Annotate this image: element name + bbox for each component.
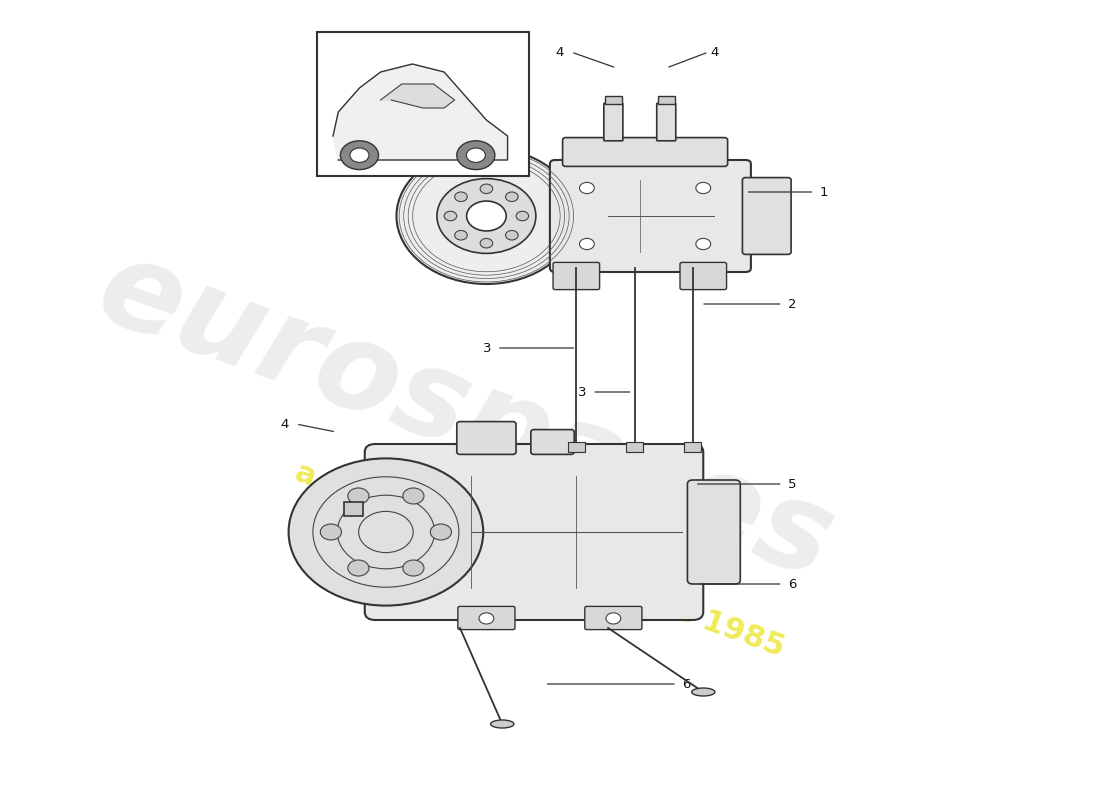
- Text: 4: 4: [711, 46, 719, 58]
- FancyBboxPatch shape: [458, 606, 515, 630]
- Ellipse shape: [692, 688, 715, 696]
- Bar: [626, 442, 644, 452]
- Circle shape: [444, 211, 456, 221]
- Circle shape: [340, 141, 378, 170]
- Circle shape: [580, 238, 594, 250]
- FancyBboxPatch shape: [585, 606, 642, 630]
- Circle shape: [288, 458, 483, 606]
- Circle shape: [696, 182, 711, 194]
- FancyBboxPatch shape: [680, 262, 727, 290]
- FancyBboxPatch shape: [657, 103, 675, 141]
- FancyBboxPatch shape: [343, 502, 363, 516]
- FancyBboxPatch shape: [605, 96, 621, 104]
- Text: 5: 5: [788, 478, 796, 490]
- Circle shape: [454, 192, 467, 202]
- Ellipse shape: [491, 720, 514, 728]
- Circle shape: [456, 141, 495, 170]
- Bar: [568, 442, 585, 452]
- Circle shape: [466, 201, 506, 231]
- FancyBboxPatch shape: [658, 96, 674, 104]
- Text: 3: 3: [483, 342, 492, 354]
- Circle shape: [506, 192, 518, 202]
- Circle shape: [350, 148, 368, 162]
- Polygon shape: [333, 64, 507, 160]
- FancyBboxPatch shape: [550, 160, 751, 272]
- FancyBboxPatch shape: [742, 178, 791, 254]
- Circle shape: [437, 178, 536, 254]
- Bar: [684, 442, 701, 452]
- Text: eurospares: eurospares: [82, 229, 848, 603]
- Circle shape: [454, 230, 467, 240]
- Circle shape: [403, 488, 424, 504]
- Circle shape: [466, 148, 485, 162]
- Text: 4: 4: [280, 418, 288, 430]
- Circle shape: [580, 182, 594, 194]
- Circle shape: [480, 184, 493, 194]
- FancyBboxPatch shape: [456, 422, 516, 454]
- FancyBboxPatch shape: [562, 138, 727, 166]
- Circle shape: [478, 613, 494, 624]
- Circle shape: [516, 211, 529, 221]
- Text: 1: 1: [820, 186, 828, 198]
- Circle shape: [506, 230, 518, 240]
- FancyBboxPatch shape: [365, 444, 703, 620]
- Polygon shape: [381, 84, 454, 108]
- Circle shape: [396, 148, 576, 284]
- FancyBboxPatch shape: [688, 480, 740, 584]
- Text: a passion for parts since 1985: a passion for parts since 1985: [290, 458, 788, 662]
- Text: 3: 3: [579, 386, 587, 398]
- Circle shape: [348, 560, 369, 576]
- FancyBboxPatch shape: [553, 262, 600, 290]
- Text: 6: 6: [788, 578, 796, 590]
- Circle shape: [348, 488, 369, 504]
- Text: 4: 4: [556, 46, 563, 58]
- Text: 6: 6: [682, 678, 691, 690]
- Circle shape: [430, 524, 451, 540]
- Circle shape: [403, 560, 424, 576]
- Circle shape: [480, 238, 493, 248]
- Circle shape: [320, 524, 341, 540]
- Circle shape: [696, 238, 711, 250]
- FancyBboxPatch shape: [531, 430, 574, 454]
- Text: 2: 2: [788, 298, 796, 310]
- Circle shape: [606, 613, 620, 624]
- FancyBboxPatch shape: [565, 180, 592, 252]
- FancyBboxPatch shape: [604, 103, 623, 141]
- Bar: [317, 32, 529, 176]
